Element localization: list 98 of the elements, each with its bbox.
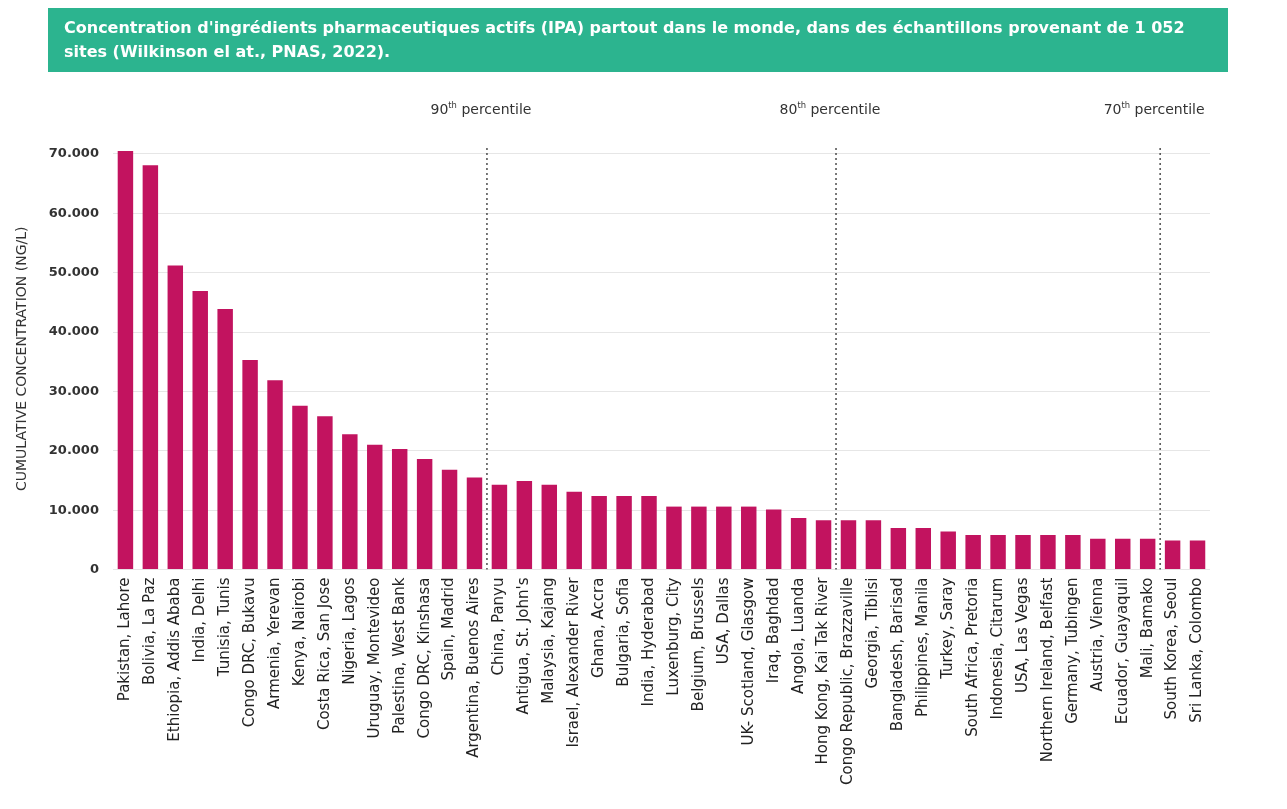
bar bbox=[491, 484, 508, 570]
x-tick-label: Turkey, Saray bbox=[938, 577, 957, 680]
bar bbox=[716, 506, 732, 570]
x-tick-label: Kenya, Nairobi bbox=[289, 577, 308, 687]
x-tick-label: Mali, Bamako bbox=[1137, 577, 1156, 679]
y-tick-label: 10.000 bbox=[48, 501, 99, 517]
x-tick-label: Ghana, Accra bbox=[589, 577, 608, 678]
bar bbox=[890, 527, 907, 570]
x-tick-label: Angola, Luanda bbox=[788, 577, 807, 694]
bar bbox=[242, 359, 258, 570]
bar bbox=[1090, 538, 1106, 570]
bar bbox=[691, 506, 707, 570]
x-tick-label: Sri Lanka, Colombo bbox=[1187, 577, 1206, 723]
y-tick-label: 70.000 bbox=[48, 145, 99, 161]
bar bbox=[940, 531, 956, 570]
x-tick-label: Israel, Alexander River bbox=[564, 576, 583, 748]
bar bbox=[391, 449, 408, 570]
x-tick-label: Argentina, Buenos Aires bbox=[464, 577, 483, 758]
y-tick-label: 50.000 bbox=[48, 264, 99, 280]
bar bbox=[267, 380, 283, 570]
bar bbox=[1065, 535, 1081, 570]
x-tick-label: Indonesia, Citarum bbox=[987, 577, 1006, 720]
bar bbox=[1189, 540, 1206, 570]
y-tick-label: 30.000 bbox=[48, 382, 99, 398]
x-tick-label: Spain, Madrid bbox=[439, 577, 458, 681]
bar bbox=[192, 291, 208, 570]
x-tick-label: Bolivia, La Paz bbox=[140, 577, 159, 685]
x-tick-label: Philippines, Manila bbox=[913, 577, 932, 718]
bar bbox=[416, 459, 433, 570]
bar bbox=[641, 495, 657, 570]
x-tick-label: Ethiopia, Addis Ababa bbox=[165, 577, 184, 742]
x-tick-label: India, Delhi bbox=[190, 577, 209, 663]
bar bbox=[167, 265, 184, 570]
x-tick-label: Armenia, Yerevan bbox=[264, 577, 283, 709]
bar bbox=[840, 520, 857, 570]
x-tick-label: Malaysia, Kajang bbox=[539, 577, 558, 704]
bar bbox=[765, 509, 782, 570]
y-tick-label: 0 bbox=[89, 560, 99, 576]
x-tick-label: Luxenburg, City bbox=[663, 577, 682, 696]
bar bbox=[790, 517, 807, 570]
bar bbox=[965, 535, 981, 570]
bar bbox=[915, 527, 931, 570]
x-tick-label: Belgium, Brussels bbox=[688, 577, 707, 712]
x-tick-label: South Africa, Pretoria bbox=[963, 577, 982, 737]
bar bbox=[990, 535, 1006, 570]
bar bbox=[1139, 538, 1156, 570]
bar bbox=[142, 165, 159, 570]
x-tick-label: Nigeria, Lagos bbox=[339, 577, 358, 685]
x-tick-label: UK- Scotland, Glasgow bbox=[738, 577, 757, 746]
bar bbox=[1040, 535, 1056, 570]
y-tick-label: 60.000 bbox=[48, 204, 99, 220]
x-tick-label: China, Panyu bbox=[489, 577, 508, 676]
x-tick-label: Congo Republic, Brazzaville bbox=[838, 577, 857, 785]
y-axis-title: CUMULATIVE CONCENTRATION (NG/L) bbox=[13, 226, 30, 491]
bar bbox=[516, 481, 533, 570]
x-tick-label: Bulgaria, Sofia bbox=[613, 577, 632, 687]
bar bbox=[367, 444, 383, 570]
x-tick-label: Ecuador, Guayaquil bbox=[1112, 577, 1131, 725]
x-tick-label: Germany, Tubingen bbox=[1062, 577, 1081, 724]
bar bbox=[342, 434, 358, 570]
x-tick-label: Georgia, Tiblisi bbox=[863, 577, 882, 689]
x-tick-label: India, Hyderabad bbox=[638, 577, 657, 707]
x-tick-label: Hong Kong, Kai Tak River bbox=[813, 576, 832, 765]
bar bbox=[616, 495, 632, 570]
chart-title: Concentration d'ingrédients pharmaceutiques actifs (IPA) partout dans le monde, dans des échantillons provenant de 1 052 sites (Wilkinson el at., PNAS, 2022). bbox=[48, 8, 1228, 72]
bar bbox=[865, 520, 882, 570]
bar bbox=[441, 469, 458, 570]
bar bbox=[292, 405, 308, 570]
bar bbox=[591, 495, 607, 570]
y-tick-label: 40.000 bbox=[48, 323, 99, 339]
bar bbox=[317, 416, 333, 570]
bar bbox=[1164, 540, 1181, 570]
bar bbox=[741, 506, 757, 570]
bar bbox=[541, 484, 558, 570]
x-tick-label: Pakistan, Lahore bbox=[115, 577, 134, 702]
x-tick-label: USA, Las Vegas bbox=[1012, 577, 1031, 694]
x-tick-label: Congo DRC, Kinshasa bbox=[414, 577, 433, 739]
bar bbox=[666, 506, 682, 570]
bar bbox=[217, 308, 233, 570]
x-tick-label: Tunisia, Tunis bbox=[215, 577, 234, 678]
x-tick-label: South Korea, Seoul bbox=[1162, 577, 1181, 720]
bar bbox=[1115, 538, 1131, 570]
bar bbox=[117, 150, 134, 570]
bar bbox=[466, 477, 483, 570]
bar bbox=[566, 491, 582, 570]
x-tick-label: Iraq, Baghdad bbox=[763, 577, 782, 684]
y-tick-label: 20.000 bbox=[48, 442, 99, 458]
x-tick-label: Costa Rica, San Jose bbox=[314, 577, 333, 731]
x-tick-label: Austria, Vienna bbox=[1087, 577, 1106, 692]
x-tick-label: Congo DRC, Bukavu bbox=[239, 577, 258, 728]
bar bbox=[815, 520, 832, 570]
x-tick-label: Bangladesh, Barisad bbox=[888, 577, 907, 732]
x-tick-label: Palestina, West Bank bbox=[389, 577, 408, 734]
x-tick-label: Uruguay, Montevideo bbox=[364, 577, 383, 739]
x-tick-label: Northern Ireland, Belfast bbox=[1037, 577, 1056, 763]
bar bbox=[1015, 535, 1031, 570]
x-tick-label: USA, Dallas bbox=[713, 577, 732, 665]
x-tick-label: Antigua, St. John's bbox=[514, 577, 533, 715]
